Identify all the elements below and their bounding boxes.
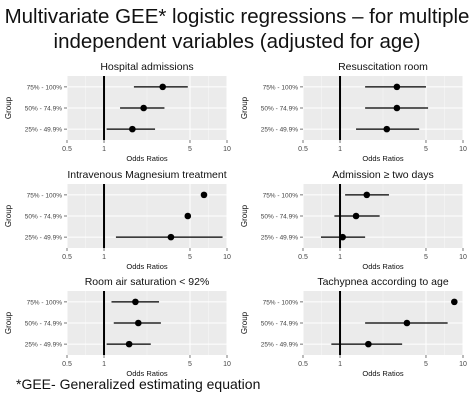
- panel-2-y-axis-label: Group: [240, 96, 249, 119]
- panel-6-y-axis-label: Group: [240, 311, 249, 334]
- panel-3-y-tick-label-3: 25% - 49.9%: [25, 235, 62, 242]
- panel-5-estimate-point-3: [125, 340, 133, 348]
- panel-4-x-tick-label-2: 1: [338, 254, 342, 261]
- panel-3-estimate-point-3: [167, 233, 175, 241]
- panel-5-y-axis-label: Group: [4, 311, 13, 334]
- figure-title-line-2: independent variables (adjusted for age): [53, 30, 421, 53]
- panel-5-estimate-point-1: [132, 298, 139, 306]
- panel-5-y-tick-label-3: 25% - 49.9%: [25, 342, 62, 349]
- panel-4-y-tick-label-3: 25% - 49.9%: [261, 235, 298, 242]
- footnote: *GEE- Generalized estimating equation: [16, 376, 261, 392]
- panel-3-y-tick-label-1: 75% - 100%: [27, 192, 63, 199]
- panel-2-x-tick-label-1: 0.5: [298, 146, 308, 153]
- panel-3-y-tick-label-2: 50% - 74.9%: [25, 214, 62, 221]
- panel-2-y-tick-label-3: 25% - 49.9%: [261, 127, 298, 134]
- panel-5-y-tick-label-1: 75% - 100%: [27, 299, 63, 306]
- panel-2-title: Resuscitation room: [338, 61, 428, 73]
- panel-5-title: Room air saturation < 92%: [85, 276, 210, 288]
- panel-4-title: Admission ≥ two days: [332, 169, 433, 181]
- panel-1-x-tick-label-1: 0.5: [62, 146, 72, 153]
- panel-5-x-tick-label-1: 0.5: [62, 361, 72, 368]
- panel-3-estimate-point-1: [200, 191, 208, 199]
- panel-1-x-axis-label: Odds Ratios: [126, 154, 168, 163]
- panel-6-y-tick-label-1: 75% - 100%: [263, 299, 299, 306]
- panel-1-y-tick-label-3: 25% - 49.9%: [25, 127, 62, 134]
- panel-4-estimate-point-3: [339, 233, 346, 241]
- panel-1-y-axis-label: Group: [4, 96, 13, 119]
- panel-2-x-tick-label-4: 10: [459, 146, 467, 153]
- panel-5-x-axis-label: Odds Ratios: [126, 369, 168, 378]
- panel-2-estimate-point-2: [393, 104, 401, 112]
- panel-5-x-tick-label-3: 5: [188, 361, 192, 368]
- panel-6-estimate-point-1: [451, 298, 458, 306]
- panel-6-x-axis-label: Odds Ratios: [362, 369, 404, 378]
- panel-6-y-tick-label-3: 25% - 49.9%: [261, 342, 298, 349]
- figure-title-line-1: Multivariate GEE* logistic regressions –…: [4, 5, 470, 28]
- panel-2-y-tick-label-1: 75% - 100%: [263, 84, 299, 91]
- panel-2-x-axis-label: Odds Ratios: [362, 154, 404, 163]
- panel-3-x-axis-label: Odds Ratios: [126, 262, 168, 271]
- panel-1-estimate-point-1: [159, 83, 166, 91]
- panel-1-y-tick-label-1: 75% - 100%: [27, 84, 63, 91]
- panel-4-estimate-point-1: [363, 191, 371, 199]
- panel-6-x-tick-label-4: 10: [459, 361, 467, 368]
- panel-5-x-tick-label-2: 1: [102, 361, 106, 368]
- panel-6-x-tick-label-1: 0.5: [298, 361, 308, 368]
- panel-4-x-axis-label: Odds Ratios: [362, 262, 404, 271]
- panel-3-x-tick-label-4: 10: [223, 254, 231, 261]
- panel-6-x-tick-label-3: 5: [424, 361, 428, 368]
- panel-6-title: Tachypnea according to age: [317, 276, 449, 288]
- panel-1-estimate-point-3: [129, 125, 136, 133]
- panel-3-title: Intravenous Magnesium treatment: [67, 169, 226, 181]
- panel-1-y-tick-label-2: 50% - 74.9%: [25, 106, 62, 113]
- panel-6-y-tick-label-2: 50% - 74.9%: [261, 321, 298, 328]
- panel-3-x-tick-label-2: 1: [102, 254, 106, 261]
- panel-2-estimate-point-1: [393, 83, 401, 91]
- panel-2-x-tick-label-3: 5: [424, 146, 428, 153]
- panel-4-y-tick-label-2: 50% - 74.9%: [261, 214, 298, 221]
- figure-title: Multivariate GEE* logistic regressions –…: [0, 4, 474, 54]
- panel-2-x-tick-label-2: 1: [338, 146, 342, 153]
- panel-2-estimate-point-3: [383, 125, 391, 133]
- panel-1-x-tick-label-2: 1: [102, 146, 106, 153]
- panel-4-y-axis-label: Group: [240, 204, 249, 227]
- panel-3-y-axis-label: Group: [4, 204, 13, 227]
- panel-6-estimate-point-2: [403, 319, 411, 327]
- panel-3-x-tick-label-1: 0.5: [62, 254, 72, 261]
- panel-5-x-tick-label-4: 10: [223, 361, 231, 368]
- panel-4-estimate-point-2: [352, 212, 360, 220]
- panel-5-y-tick-label-2: 50% - 74.9%: [25, 321, 62, 328]
- panel-1-title: Hospital admissions: [100, 61, 193, 73]
- panel-4-x-tick-label-3: 5: [424, 254, 428, 261]
- panel-1-x-tick-label-3: 5: [188, 146, 192, 153]
- panel-3-x-tick-label-3: 5: [188, 254, 192, 261]
- panel-4-x-tick-label-4: 10: [459, 254, 467, 261]
- panel-3-estimate-point-2: [184, 212, 192, 220]
- panel-6-estimate-point-3: [365, 340, 372, 348]
- panel-2-y-tick-label-2: 50% - 74.9%: [261, 106, 298, 113]
- panel-5-estimate-point-2: [135, 319, 142, 327]
- panel-1-estimate-point-2: [140, 104, 147, 112]
- panel-4-y-tick-label-1: 75% - 100%: [263, 192, 299, 199]
- panel-1-x-tick-label-4: 10: [223, 146, 231, 153]
- panel-6-x-tick-label-2: 1: [338, 361, 342, 368]
- panel-4-x-tick-label-1: 0.5: [298, 254, 308, 261]
